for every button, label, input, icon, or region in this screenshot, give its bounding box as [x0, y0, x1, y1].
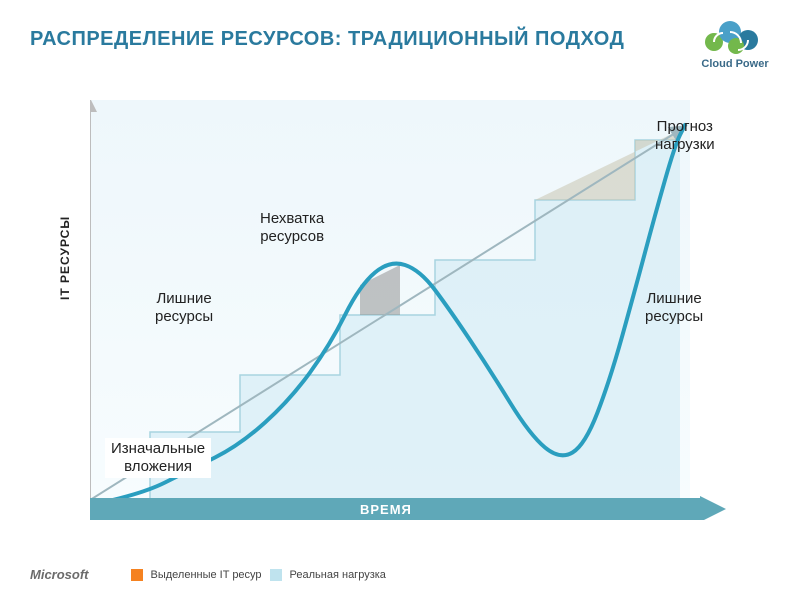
x-axis-label: ВРЕМЯ	[360, 502, 412, 517]
cloud-logo-caption: Cloud Power	[700, 58, 770, 70]
legend: Microsoft Выделенные IT ресур Реальная н…	[30, 567, 386, 582]
label-initial-investment: Изначальные вложения	[105, 438, 211, 478]
legend-swatch-allocated	[131, 569, 143, 581]
label-forecast: Прогноз нагрузки	[655, 118, 715, 154]
legend-label-actual: Реальная нагрузка	[290, 569, 386, 581]
y-axis-label: IT РЕСУРСЫ	[58, 216, 72, 300]
legend-label-allocated: Выделенные IT ресур	[151, 569, 262, 581]
cloud-power-logo: Cloud Power	[700, 18, 770, 70]
label-shortage: Нехватка ресурсов	[260, 210, 324, 246]
label-extra-resources-right: Лишние ресурсы	[645, 290, 703, 326]
label-extra-resources: Лишние ресурсы	[155, 290, 213, 326]
legend-swatch-actual	[270, 569, 282, 581]
microsoft-logo: Microsoft	[30, 567, 89, 582]
cloud-icon	[700, 18, 770, 56]
page-title: РАСПРЕДЕЛЕНИЕ РЕСУРСОВ: ТРАДИЦИОННЫЙ ПОД…	[30, 28, 624, 51]
